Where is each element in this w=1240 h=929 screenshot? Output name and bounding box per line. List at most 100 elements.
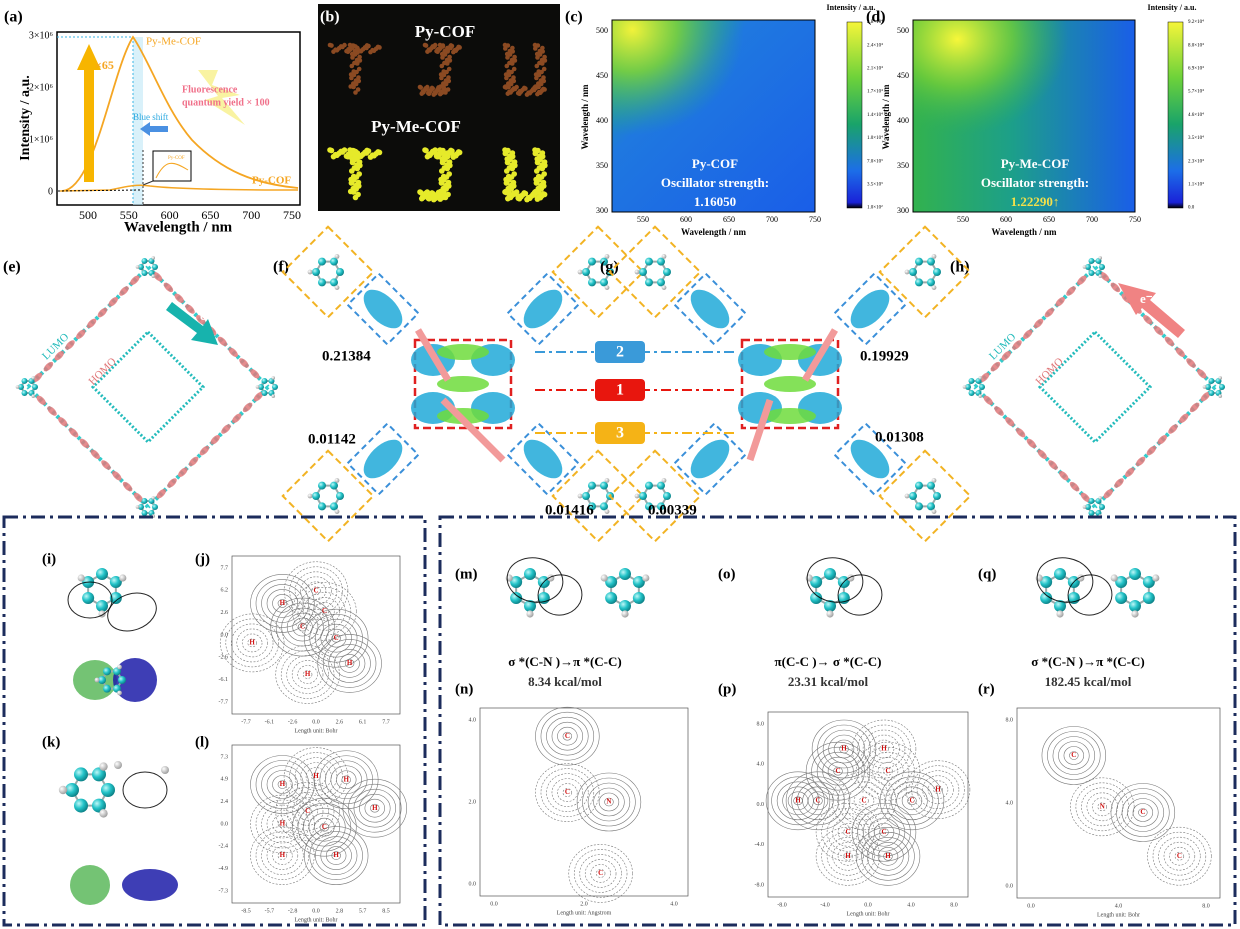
panel-label: (q) [978,566,996,582]
carbon-atom [1142,576,1155,588]
carbon-atom [588,278,596,287]
carbon-atom [109,592,122,604]
carbon-atom [1085,264,1091,270]
contour [277,851,288,860]
orbital-lobe [1146,445,1157,456]
speckle [510,45,515,51]
speckle [512,54,517,60]
atom-label: H [885,852,891,860]
speckle [354,69,359,75]
speckle [539,69,544,75]
x-tick-label: 650 [1043,215,1055,224]
speckle [355,61,360,66]
orbital-lobe [1080,492,1091,503]
contour [593,787,625,817]
hydrogen-atom [826,610,834,618]
speckle [376,149,383,156]
speckle [429,190,436,197]
hydrogen-atom [271,394,276,398]
speckle [503,180,510,186]
y-tick-label: -4.9 [219,866,229,872]
group-frame [2,515,427,927]
hydrogen-atom [577,493,583,499]
group-frame [438,515,1237,927]
label: Fluorescence [182,84,238,95]
orbital-lobe [250,369,260,379]
orbital-lobe [837,574,883,616]
inset-link [142,180,154,186]
contour [905,760,971,820]
orbital-lobe [36,395,46,405]
y-tick-label: -7.3 [219,888,229,894]
contour [872,756,904,786]
carbon-atom [1129,600,1141,612]
orbital-lobe [107,592,157,632]
label: Blue shift [133,112,169,122]
contour [573,849,628,898]
transfer-arrow [746,398,774,462]
inset-curve [155,162,189,179]
orbital-lobe [983,395,993,405]
contour [861,746,915,796]
energy: 182.45 kcal/mol [1045,674,1132,689]
carbon-atom [21,390,28,397]
contour [286,612,319,642]
x-tick-label: 700 [766,215,778,224]
speckle [453,152,459,159]
contour [353,788,396,828]
atom-label: H [280,820,286,828]
hydrogen-atom [99,762,108,771]
y-tick-label: 0.0 [221,632,229,638]
contour [292,797,357,857]
orbital-lobe [58,417,68,427]
contour [289,566,343,616]
contour [272,814,293,834]
contour [815,826,881,886]
colorbar-tick-label: 8.0×10⁴ [1188,42,1204,48]
hydrogen-atom [931,254,937,259]
contour [314,618,358,658]
speckle [445,87,451,92]
carbon-atom [582,492,590,500]
speckle [527,90,533,96]
x-tick-label: 550 [957,215,969,224]
contour [370,803,380,813]
speckle [441,191,448,198]
panel-label: (p) [718,681,736,697]
carbon-atom [96,568,108,580]
orbital-lobe [1103,489,1113,499]
y-tick-label: 450 [897,71,909,80]
contour [294,571,338,611]
carbon-atom [1115,592,1128,604]
speckle [446,66,452,72]
contour [540,711,595,761]
carbon-atom [1129,568,1141,580]
inner-framework [1037,329,1153,445]
label: 1.22290↑ [1011,194,1060,209]
atom-label: H [280,780,286,788]
contour [236,628,268,658]
carbon-atom [933,268,941,276]
contour [328,644,371,683]
label: Py-COF [415,22,475,41]
speckle [504,159,511,166]
speckle [340,44,345,50]
orbital-lobe [79,438,90,449]
speckle [541,75,546,80]
plot-frame [611,19,816,213]
hydrogen-atom [604,285,610,290]
orbital-lobe [537,574,583,616]
contour [1121,793,1165,832]
speckle [440,43,446,48]
contour [813,796,823,806]
hydrogen-atom [31,376,36,380]
atom-label: C [565,788,570,796]
hydrogen-atom [1098,256,1103,260]
carbon-atom [927,481,935,490]
speckle [423,43,429,48]
channel-box [595,422,645,444]
orbital-lobe [1099,271,1110,282]
contour [255,579,310,628]
contour [879,771,945,831]
carbon-atom [510,576,523,588]
